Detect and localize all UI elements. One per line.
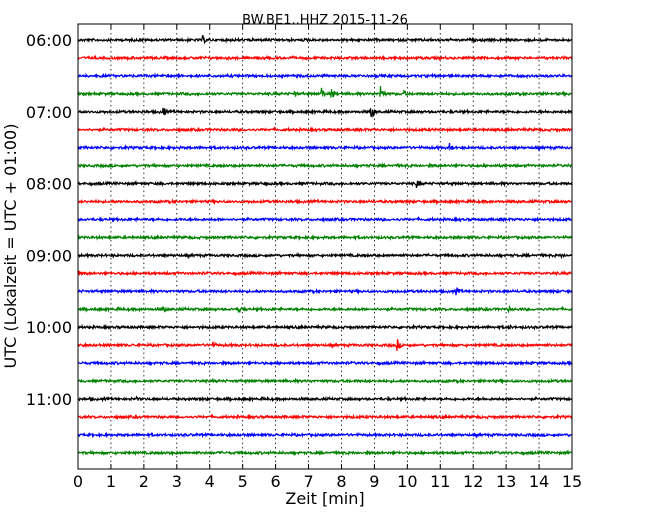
seismic-trace [77, 395, 573, 403]
seismic-trace [77, 72, 573, 80]
seismic-trace [77, 359, 573, 367]
x-axis-ticks: 0 1 2 3 4 5 6 7 8 9 10 11 12 13 14 15 [73, 24, 582, 491]
y-tick-label: 06:00 [26, 31, 72, 50]
y-tick-label: 08:00 [26, 175, 72, 194]
x-tick-label: 11 [430, 472, 450, 491]
seismic-trace [77, 269, 573, 277]
seismic-traces [77, 34, 573, 457]
seismic-trace [77, 215, 573, 223]
x-tick-label: 10 [397, 472, 417, 491]
seismic-trace [77, 339, 573, 351]
plot-frame [77, 23, 573, 470]
seismic-trace [77, 233, 573, 242]
y-axis-label: UTC (Lokalzeit = UTC + 01:00) [1, 124, 20, 369]
seismic-trace [77, 107, 573, 119]
chart-title: BW.BE1..HHZ 2015-11-26 [242, 13, 408, 28]
x-tick-label: 14 [529, 472, 549, 491]
seismic-trace [77, 85, 573, 98]
x-tick-label: 5 [238, 472, 248, 491]
seismic-trace [77, 252, 573, 260]
x-gridlines [110, 24, 540, 469]
seismic-trace [77, 142, 573, 152]
x-axis-label: Zeit [min] [285, 489, 364, 508]
y-tick-label: 10:00 [26, 318, 72, 337]
seismic-trace [77, 449, 573, 457]
y-tick-label: 09:00 [26, 246, 72, 265]
x-tick-label: 6 [271, 472, 281, 491]
seismic-trace [77, 431, 573, 439]
x-tick-label: 13 [496, 472, 516, 491]
seismic-trace [77, 198, 573, 206]
x-tick-label: 0 [73, 472, 83, 491]
x-tick-label: 15 [562, 472, 582, 491]
x-tick-label: 7 [303, 472, 313, 491]
x-tick-label: 2 [139, 472, 149, 491]
seismic-trace [77, 377, 573, 385]
x-tick-label: 12 [463, 472, 483, 491]
seismic-trace [77, 126, 573, 134]
seismic-trace [77, 54, 573, 62]
y-axis-ticks: 06:00 07:00 08:00 09:00 10:00 11:00 [26, 31, 572, 409]
x-tick-label: 4 [205, 472, 215, 491]
seismic-trace [77, 413, 573, 421]
seismic-trace [77, 179, 573, 189]
seismic-trace [77, 162, 573, 170]
seismic-trace [77, 287, 573, 296]
x-tick-label: 8 [336, 472, 346, 491]
y-tick-label: 11:00 [26, 390, 72, 409]
seismic-trace [77, 304, 573, 314]
seismic-trace [77, 34, 573, 45]
seismic-trace [77, 323, 573, 331]
x-tick-label: 3 [172, 472, 182, 491]
x-tick-label: 9 [369, 472, 379, 491]
y-tick-label: 07:00 [26, 103, 72, 122]
x-tick-label: 1 [106, 472, 116, 491]
